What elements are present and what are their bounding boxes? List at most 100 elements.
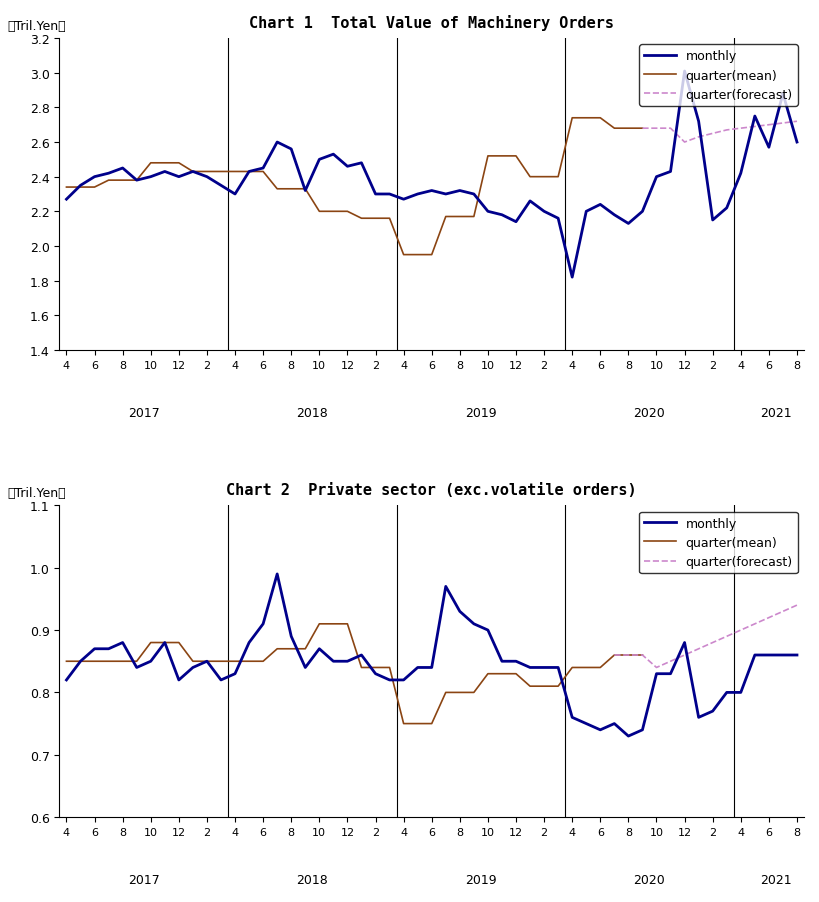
monthly xyxy=(525,197,535,207)
quarter(mean) xyxy=(230,167,240,178)
Text: 2018: 2018 xyxy=(296,407,328,419)
quarter(mean) xyxy=(637,649,647,660)
quarter(mean) xyxy=(174,638,183,649)
Legend: monthly, quarter(mean), quarter(forecast): monthly, quarter(mean), quarter(forecast… xyxy=(640,512,798,574)
quarter(mean) xyxy=(427,250,437,261)
monthly xyxy=(652,668,662,679)
monthly xyxy=(511,656,521,667)
quarter(forecast) xyxy=(764,612,774,623)
quarter(mean) xyxy=(230,656,240,667)
quarter(mean) xyxy=(314,619,324,630)
quarter(mean) xyxy=(132,176,142,187)
quarter(mean) xyxy=(399,250,409,261)
quarter(forecast) xyxy=(652,124,662,134)
monthly xyxy=(792,137,802,148)
quarter(mean) xyxy=(441,687,450,698)
monthly xyxy=(792,649,802,660)
quarter(forecast) xyxy=(708,129,717,140)
Line: quarter(mean): quarter(mean) xyxy=(66,119,642,255)
monthly xyxy=(554,662,563,673)
quarter(mean) xyxy=(272,184,282,195)
quarter(forecast) xyxy=(722,631,731,642)
quarter(mean) xyxy=(554,681,563,692)
quarter(forecast) xyxy=(637,124,647,134)
quarter(mean) xyxy=(89,656,99,667)
quarter(mean) xyxy=(356,214,366,225)
quarter(forecast) xyxy=(735,625,745,636)
quarter(mean) xyxy=(385,214,395,225)
quarter(mean) xyxy=(146,638,156,649)
quarter(mean) xyxy=(483,152,493,162)
quarter(mean) xyxy=(272,644,282,655)
quarter(mean) xyxy=(441,687,450,698)
quarter(forecast) xyxy=(792,600,802,611)
quarter(mean) xyxy=(188,167,198,178)
Text: 2017: 2017 xyxy=(128,873,160,887)
quarter(mean) xyxy=(356,662,366,673)
quarter(mean) xyxy=(356,214,366,225)
quarter(mean) xyxy=(511,152,521,162)
quarter(mean) xyxy=(469,212,479,223)
monthly xyxy=(61,195,71,206)
Text: 2018: 2018 xyxy=(296,873,328,887)
quarter(mean) xyxy=(89,182,99,193)
Text: 2020: 2020 xyxy=(634,407,665,419)
quarter(forecast) xyxy=(750,619,760,630)
quarter(mean) xyxy=(568,662,577,673)
quarter(mean) xyxy=(301,184,310,195)
Text: （Tril.Yen）: （Tril.Yen） xyxy=(7,20,66,32)
quarter(mean) xyxy=(609,124,619,134)
monthly xyxy=(539,207,549,217)
Line: monthly: monthly xyxy=(66,575,797,736)
quarter(mean) xyxy=(554,172,563,183)
monthly xyxy=(258,619,268,630)
quarter(mean) xyxy=(385,662,395,673)
quarter(mean) xyxy=(469,687,479,698)
quarter(mean) xyxy=(525,681,535,692)
quarter(mean) xyxy=(427,718,437,729)
quarter(mean) xyxy=(441,212,450,223)
monthly xyxy=(483,207,493,217)
quarter(mean) xyxy=(314,207,324,217)
quarter(forecast) xyxy=(694,133,704,143)
quarter(mean) xyxy=(637,124,647,134)
Text: （Tril.Yen）: （Tril.Yen） xyxy=(7,486,66,500)
quarter(mean) xyxy=(399,250,409,261)
quarter(mean) xyxy=(483,668,493,679)
quarter(mean) xyxy=(399,718,409,729)
quarter(mean) xyxy=(568,662,577,673)
quarter(mean) xyxy=(525,172,535,183)
quarter(mean) xyxy=(61,182,71,193)
quarter(mean) xyxy=(595,662,605,673)
Legend: monthly, quarter(mean), quarter(forecast): monthly, quarter(mean), quarter(forecast… xyxy=(640,45,798,106)
quarter(forecast) xyxy=(708,638,717,649)
quarter(mean) xyxy=(188,167,198,178)
quarter(mean) xyxy=(258,656,268,667)
Text: 2021: 2021 xyxy=(760,407,792,419)
quarter(mean) xyxy=(595,114,605,124)
quarter(mean) xyxy=(568,114,577,124)
quarter(forecast) xyxy=(623,649,633,660)
quarter(mean) xyxy=(525,172,535,183)
quarter(mean) xyxy=(609,124,619,134)
quarter(mean) xyxy=(483,668,493,679)
quarter(forecast) xyxy=(764,120,774,131)
quarter(forecast) xyxy=(778,606,788,617)
Line: monthly: monthly xyxy=(66,72,797,278)
Title: Chart 2  Private sector (exc.volatile orders): Chart 2 Private sector (exc.volatile ord… xyxy=(226,483,637,498)
monthly xyxy=(623,731,633,741)
Text: 2019: 2019 xyxy=(465,873,496,887)
quarter(mean) xyxy=(272,644,282,655)
quarter(mean) xyxy=(104,176,114,187)
quarter(forecast) xyxy=(778,118,788,129)
quarter(mean) xyxy=(146,158,156,169)
quarter(mean) xyxy=(146,158,156,169)
monthly xyxy=(637,207,647,217)
quarter(mean) xyxy=(230,656,240,667)
quarter(mean) xyxy=(104,656,114,667)
quarter(forecast) xyxy=(609,649,619,660)
quarter(mean) xyxy=(511,668,521,679)
Line: quarter(mean): quarter(mean) xyxy=(66,624,642,723)
quarter(forecast) xyxy=(637,649,647,660)
quarter(mean) xyxy=(342,207,352,217)
